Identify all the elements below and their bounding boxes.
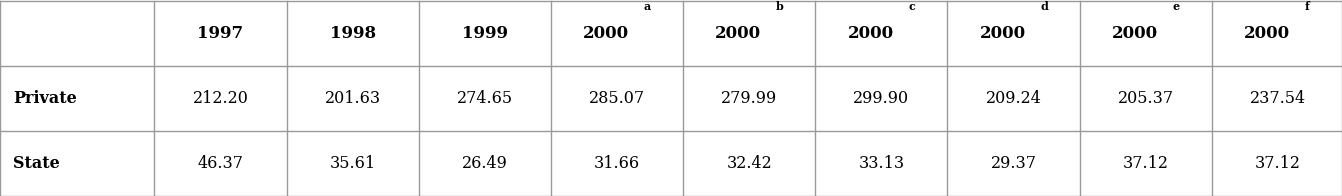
Text: 2000: 2000 [715, 25, 761, 42]
Text: 2000: 2000 [848, 25, 894, 42]
Text: Private: Private [13, 90, 78, 107]
Text: 2000: 2000 [1113, 25, 1158, 42]
Text: b: b [776, 1, 784, 12]
Text: 35.61: 35.61 [330, 155, 376, 172]
Text: e: e [1173, 1, 1180, 12]
Text: 205.37: 205.37 [1118, 90, 1174, 107]
Text: 26.49: 26.49 [462, 155, 507, 172]
Text: 2000: 2000 [980, 25, 1025, 42]
Text: c: c [909, 1, 915, 12]
Text: f: f [1304, 1, 1310, 12]
Text: d: d [1040, 1, 1048, 12]
Text: 2000: 2000 [1244, 25, 1290, 42]
Text: 37.12: 37.12 [1123, 155, 1169, 172]
Text: 279.99: 279.99 [721, 90, 777, 107]
Text: 209.24: 209.24 [985, 90, 1041, 107]
Text: 1997: 1997 [197, 25, 243, 42]
Text: a: a [644, 1, 651, 12]
Text: 299.90: 299.90 [854, 90, 910, 107]
Text: 274.65: 274.65 [456, 90, 513, 107]
Text: 32.42: 32.42 [726, 155, 772, 172]
Text: 2000: 2000 [584, 25, 629, 42]
Text: 1999: 1999 [462, 25, 507, 42]
Text: 212.20: 212.20 [192, 90, 248, 107]
Text: 33.13: 33.13 [859, 155, 905, 172]
Text: 46.37: 46.37 [197, 155, 243, 172]
Text: 237.54: 237.54 [1249, 90, 1306, 107]
Text: 201.63: 201.63 [325, 90, 381, 107]
Text: 1998: 1998 [330, 25, 376, 42]
Text: 37.12: 37.12 [1255, 155, 1300, 172]
Text: 29.37: 29.37 [990, 155, 1036, 172]
Text: 31.66: 31.66 [595, 155, 640, 172]
Text: State: State [13, 155, 60, 172]
Text: 285.07: 285.07 [589, 90, 646, 107]
